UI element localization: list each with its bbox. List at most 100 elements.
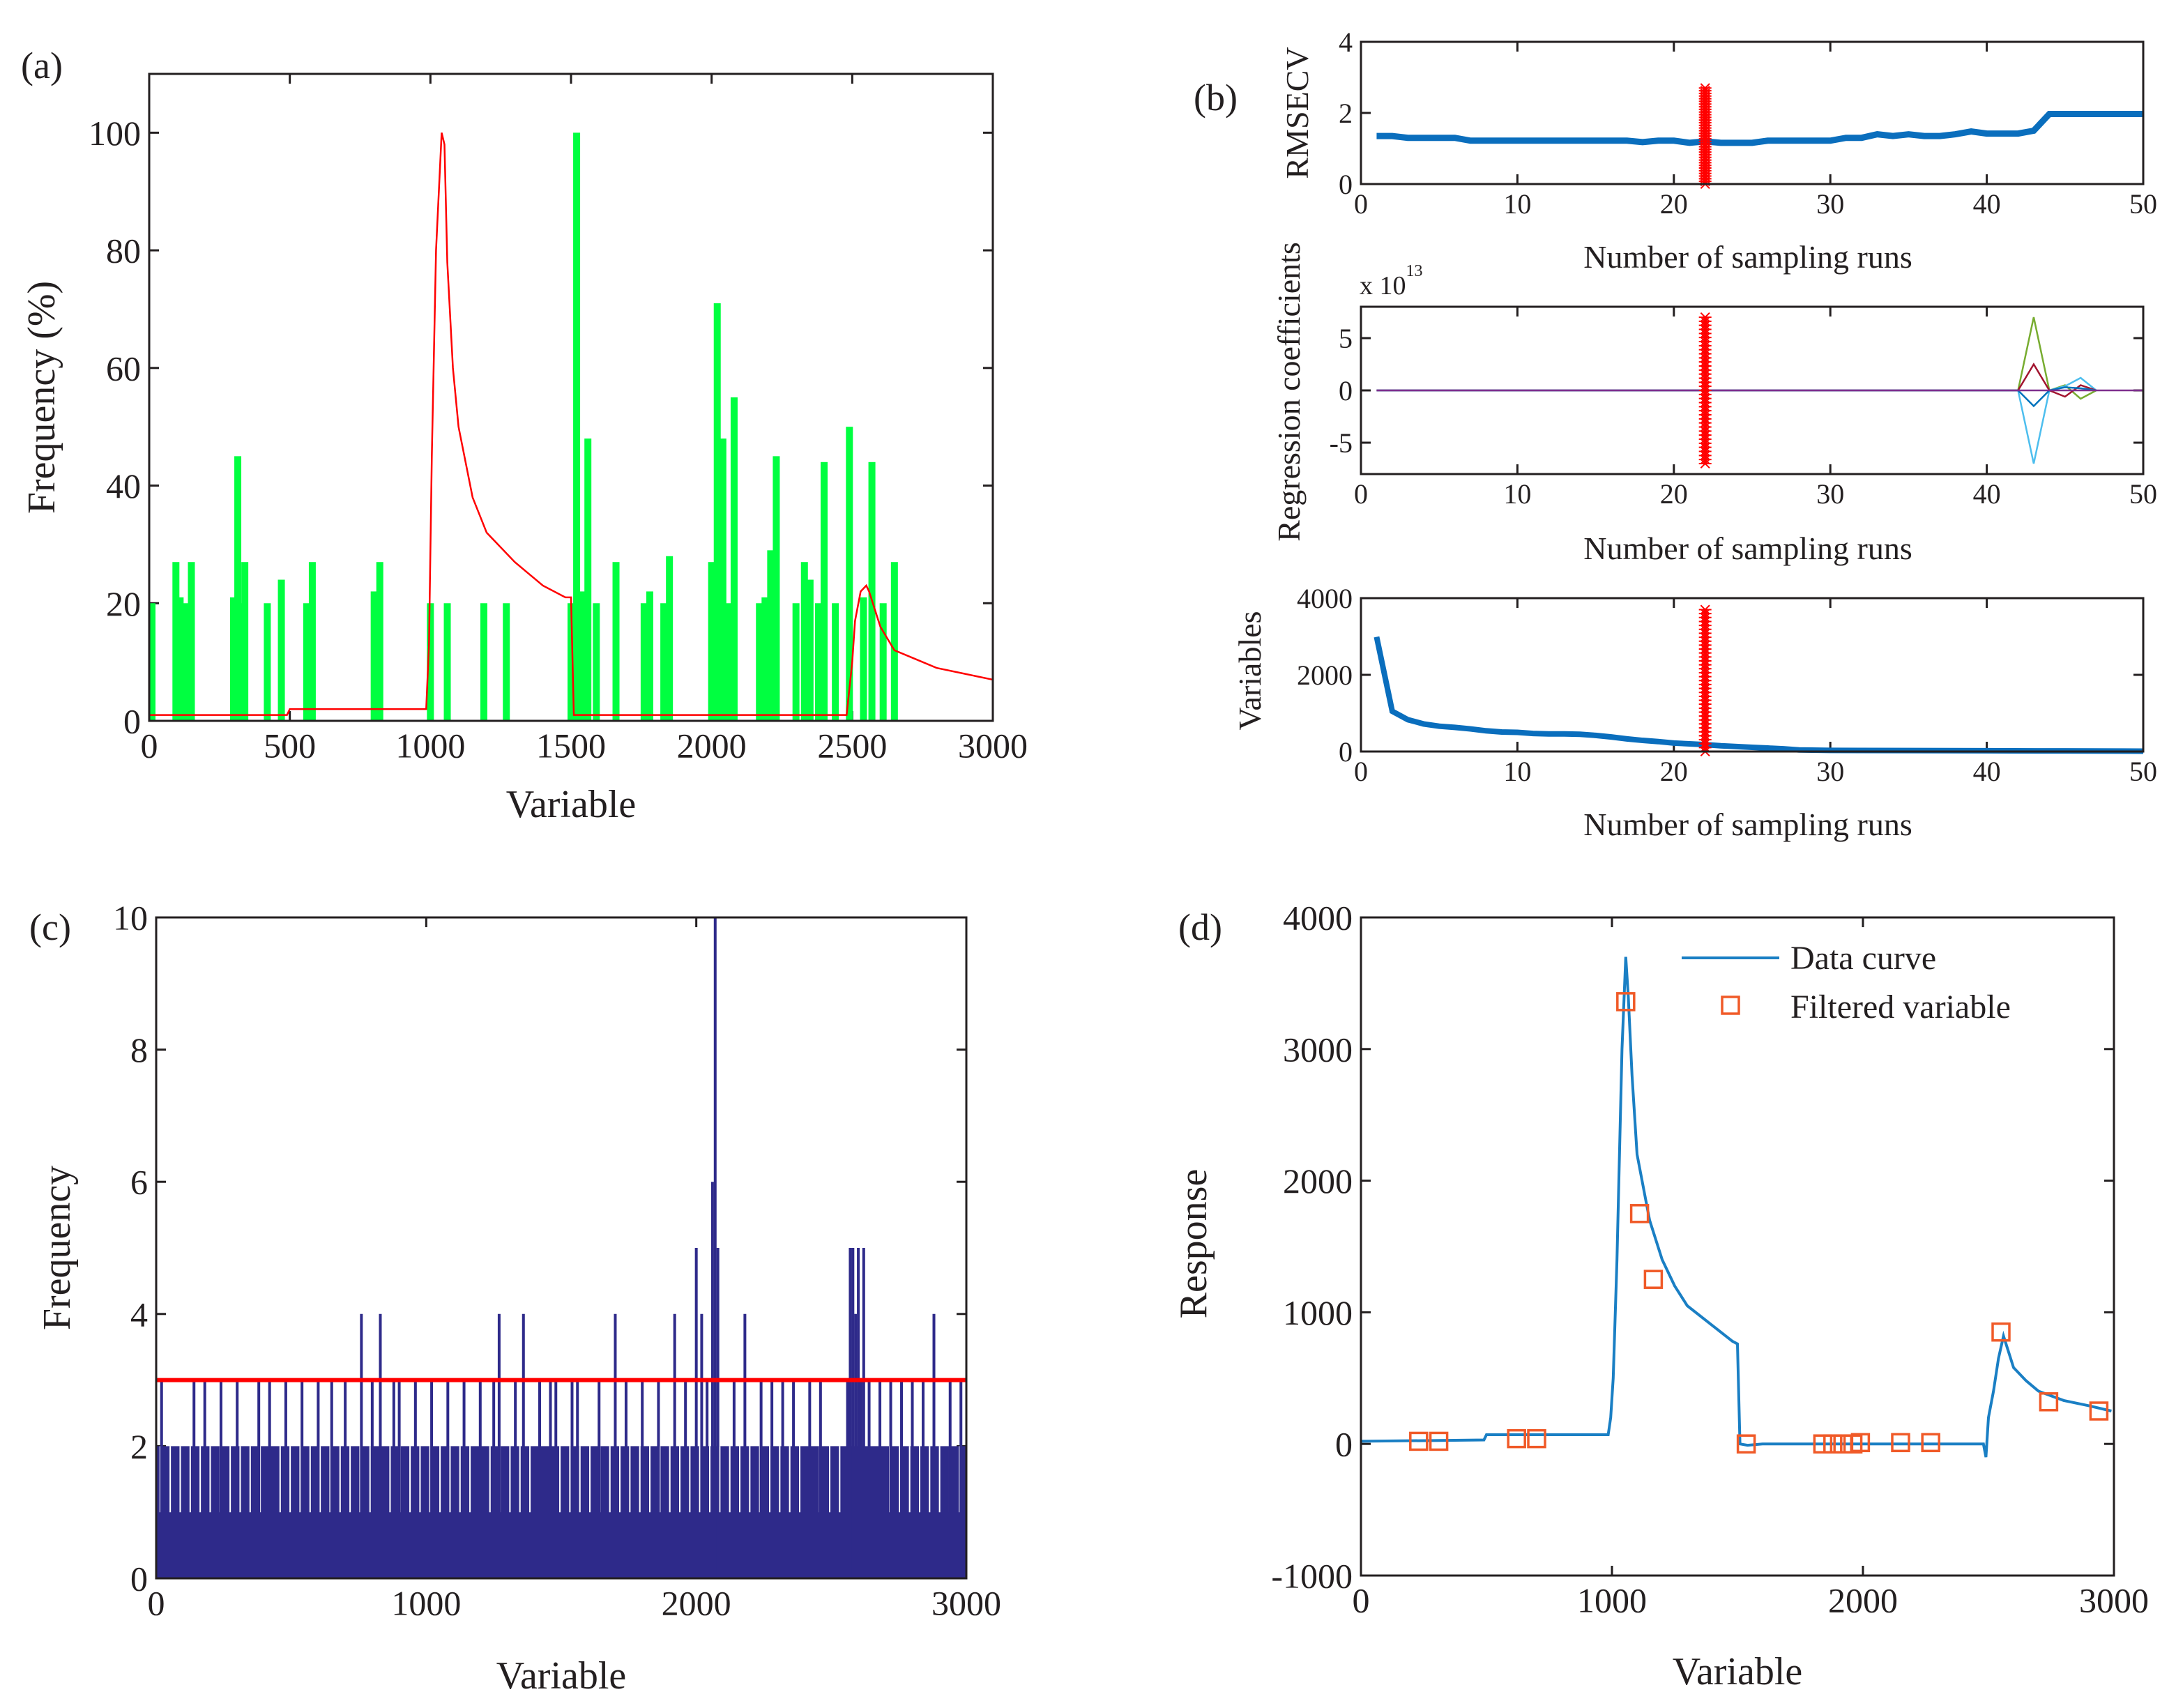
panel-b-label: (b) xyxy=(1194,77,1238,119)
panel-d-legend: Data curve Filtered variable xyxy=(1682,940,2011,1025)
panel-a-plot-area xyxy=(148,73,994,722)
panel-c-ytick-label: 6 xyxy=(130,1163,148,1202)
panel-b1-optimal-run-marker xyxy=(1698,83,1712,190)
panel-b2-xtick-label: 40 xyxy=(1973,478,2001,510)
panel-d-filtered-marker xyxy=(1850,1433,1871,1453)
panel-b1-xtick-label: 30 xyxy=(1816,188,1844,220)
panel-a-bar xyxy=(708,562,715,721)
panel-a-bar xyxy=(814,603,822,721)
panel-a-ticks: 0 500 1000 1500 2000 2500 3000 0 20 40 60 80 100 xyxy=(89,74,1028,765)
panel-a-bar xyxy=(756,603,763,721)
panel-a-bar xyxy=(584,439,592,721)
panel-d-label: (d) xyxy=(1178,906,1222,948)
panel-a-xlabel: Variable xyxy=(506,783,637,826)
panel-d-filtered-marker xyxy=(1616,992,1636,1012)
panel-a-xtick-label: 1500 xyxy=(536,726,606,765)
panel-a-xtick-label: 2500 xyxy=(817,726,887,765)
panel-b1-ytick-label: 0 xyxy=(1339,169,1353,200)
panel-b3-ytick-label: 0 xyxy=(1339,736,1353,768)
panel-a-bar xyxy=(660,603,668,721)
panel-b1-star-point xyxy=(1698,83,1712,93)
panel-b3-xtick-label: 40 xyxy=(1973,756,2001,787)
panel-a-bar xyxy=(806,579,814,721)
panel-b3-variables-line xyxy=(1374,636,2144,754)
panel-b2-ylabel: Regression coefficients xyxy=(1271,242,1307,542)
panel-d-ytick-label: 4000 xyxy=(1283,899,1353,938)
panel-b2-exponent: x 1013 xyxy=(1360,262,1423,300)
panel-b2-exponent-power: 13 xyxy=(1406,262,1423,280)
panel-a-bar xyxy=(800,562,808,721)
panel-d-filtered-marker xyxy=(2039,1392,2059,1412)
panel-a-bar xyxy=(832,603,839,721)
panel-c-ytick-label: 10 xyxy=(113,899,148,938)
panel-d-filtered-marker xyxy=(1429,1431,1449,1451)
panel-a-bar xyxy=(149,603,156,721)
panel-b2: 0 10 20 30 40 50-505 x 1013 Number of samplin… xyxy=(1271,242,2157,566)
panel-a-bar xyxy=(821,462,828,721)
panel-b2-ticks: 0 10 20 30 40 50-505 xyxy=(1330,307,2157,510)
panel-a-bar xyxy=(230,597,237,721)
panel-b3-ytick-label: 2000 xyxy=(1297,659,1353,691)
panel-a-bar xyxy=(480,603,487,721)
panel-a-bar xyxy=(176,597,184,721)
panel-a-bar xyxy=(724,603,732,721)
legend-label-filtered-variable: Filtered variable xyxy=(1790,989,2011,1025)
panel-a-bar xyxy=(370,591,378,721)
panel-a-xtick-label: 500 xyxy=(264,726,316,765)
panel-b2-ytick-label: -5 xyxy=(1330,427,1353,459)
panel-a-bar xyxy=(579,591,586,721)
panel-a-bar xyxy=(277,579,285,721)
legend-label-data-curve: Data curve xyxy=(1790,940,1936,977)
panel-c-spikes xyxy=(159,917,963,1578)
panel-c-ytick-label: 4 xyxy=(130,1295,148,1334)
panel-b2-coefficient-lines xyxy=(1376,317,2143,464)
panel-b2-xtick-label: 50 xyxy=(2129,478,2157,510)
panel-d-plot-area xyxy=(1360,916,2115,1577)
panel-b2-exponent-base: x 10 xyxy=(1360,271,1406,300)
panel-d-ytick-label: -1000 xyxy=(1271,1557,1353,1596)
panel-b3-optimal-run-marker xyxy=(1698,604,1712,757)
panel-d-filtered-marker xyxy=(1991,1322,2011,1342)
panel-b1-xtick-label: 0 xyxy=(1354,188,1368,220)
panel-a-xtick-label: 1000 xyxy=(395,726,465,765)
panel-a-bar xyxy=(503,603,510,721)
panel-b3-xtick-label: 10 xyxy=(1503,756,1531,787)
panel-b2-ytick-label: 5 xyxy=(1339,323,1353,354)
panel-a-bar xyxy=(234,456,242,721)
panel-d-ytick-label: 2000 xyxy=(1283,1161,1353,1200)
panel-c-ytick-label: 0 xyxy=(130,1560,148,1599)
panel-d: (d) 0 1000 2000 3000-100001000200030004000 … xyxy=(1172,899,2149,1694)
panel-d-xtick-label: 0 xyxy=(1353,1581,1370,1620)
panel-a-bar xyxy=(188,562,195,721)
panel-b3-xtick-label: 0 xyxy=(1354,756,1368,787)
panel-a-bar xyxy=(846,427,853,721)
panel-a-bar xyxy=(264,603,271,721)
panel-d-filtered-marker xyxy=(1507,1428,1526,1449)
panel-d-xlabel: Variable xyxy=(1673,1650,1803,1693)
panel-b3-xtick-label: 30 xyxy=(1816,756,1844,787)
panel-d-filtered-marker xyxy=(1409,1431,1429,1451)
panel-a-bar xyxy=(761,597,769,721)
panel-b1-ylabel: RMSECV xyxy=(1279,47,1315,178)
panel-d-xtick-label: 1000 xyxy=(1577,1581,1647,1620)
panel-a-frequency-curve xyxy=(149,132,994,716)
panel-a-bar xyxy=(568,603,575,721)
panel-b1-xtick-label: 50 xyxy=(2129,188,2157,220)
panel-c-xtick-label: 3000 xyxy=(931,1584,1001,1623)
panel-b2-xlabel: Number of sampling runs xyxy=(1583,531,1912,566)
panel-a-bar xyxy=(241,562,249,721)
panel-b1-xtick-label: 40 xyxy=(1973,188,2001,220)
panel-a-bar xyxy=(640,603,648,721)
panel-c-xlabel: Variable xyxy=(496,1654,627,1698)
panel-b2-xtick-label: 30 xyxy=(1816,478,1844,510)
panel-b3-star-point xyxy=(1698,604,1712,615)
panel-a-ytick-label: 100 xyxy=(89,114,141,153)
panel-d-filtered-marker xyxy=(1813,1434,1833,1454)
panel-a-label: (a) xyxy=(21,45,63,86)
legend-swatch-filtered-variable xyxy=(1721,996,1740,1015)
panel-c-xtick-label: 2000 xyxy=(662,1584,731,1623)
panel-a-bar xyxy=(182,603,190,721)
panel-a-bar xyxy=(713,303,721,721)
panel-a-bar xyxy=(879,603,887,721)
